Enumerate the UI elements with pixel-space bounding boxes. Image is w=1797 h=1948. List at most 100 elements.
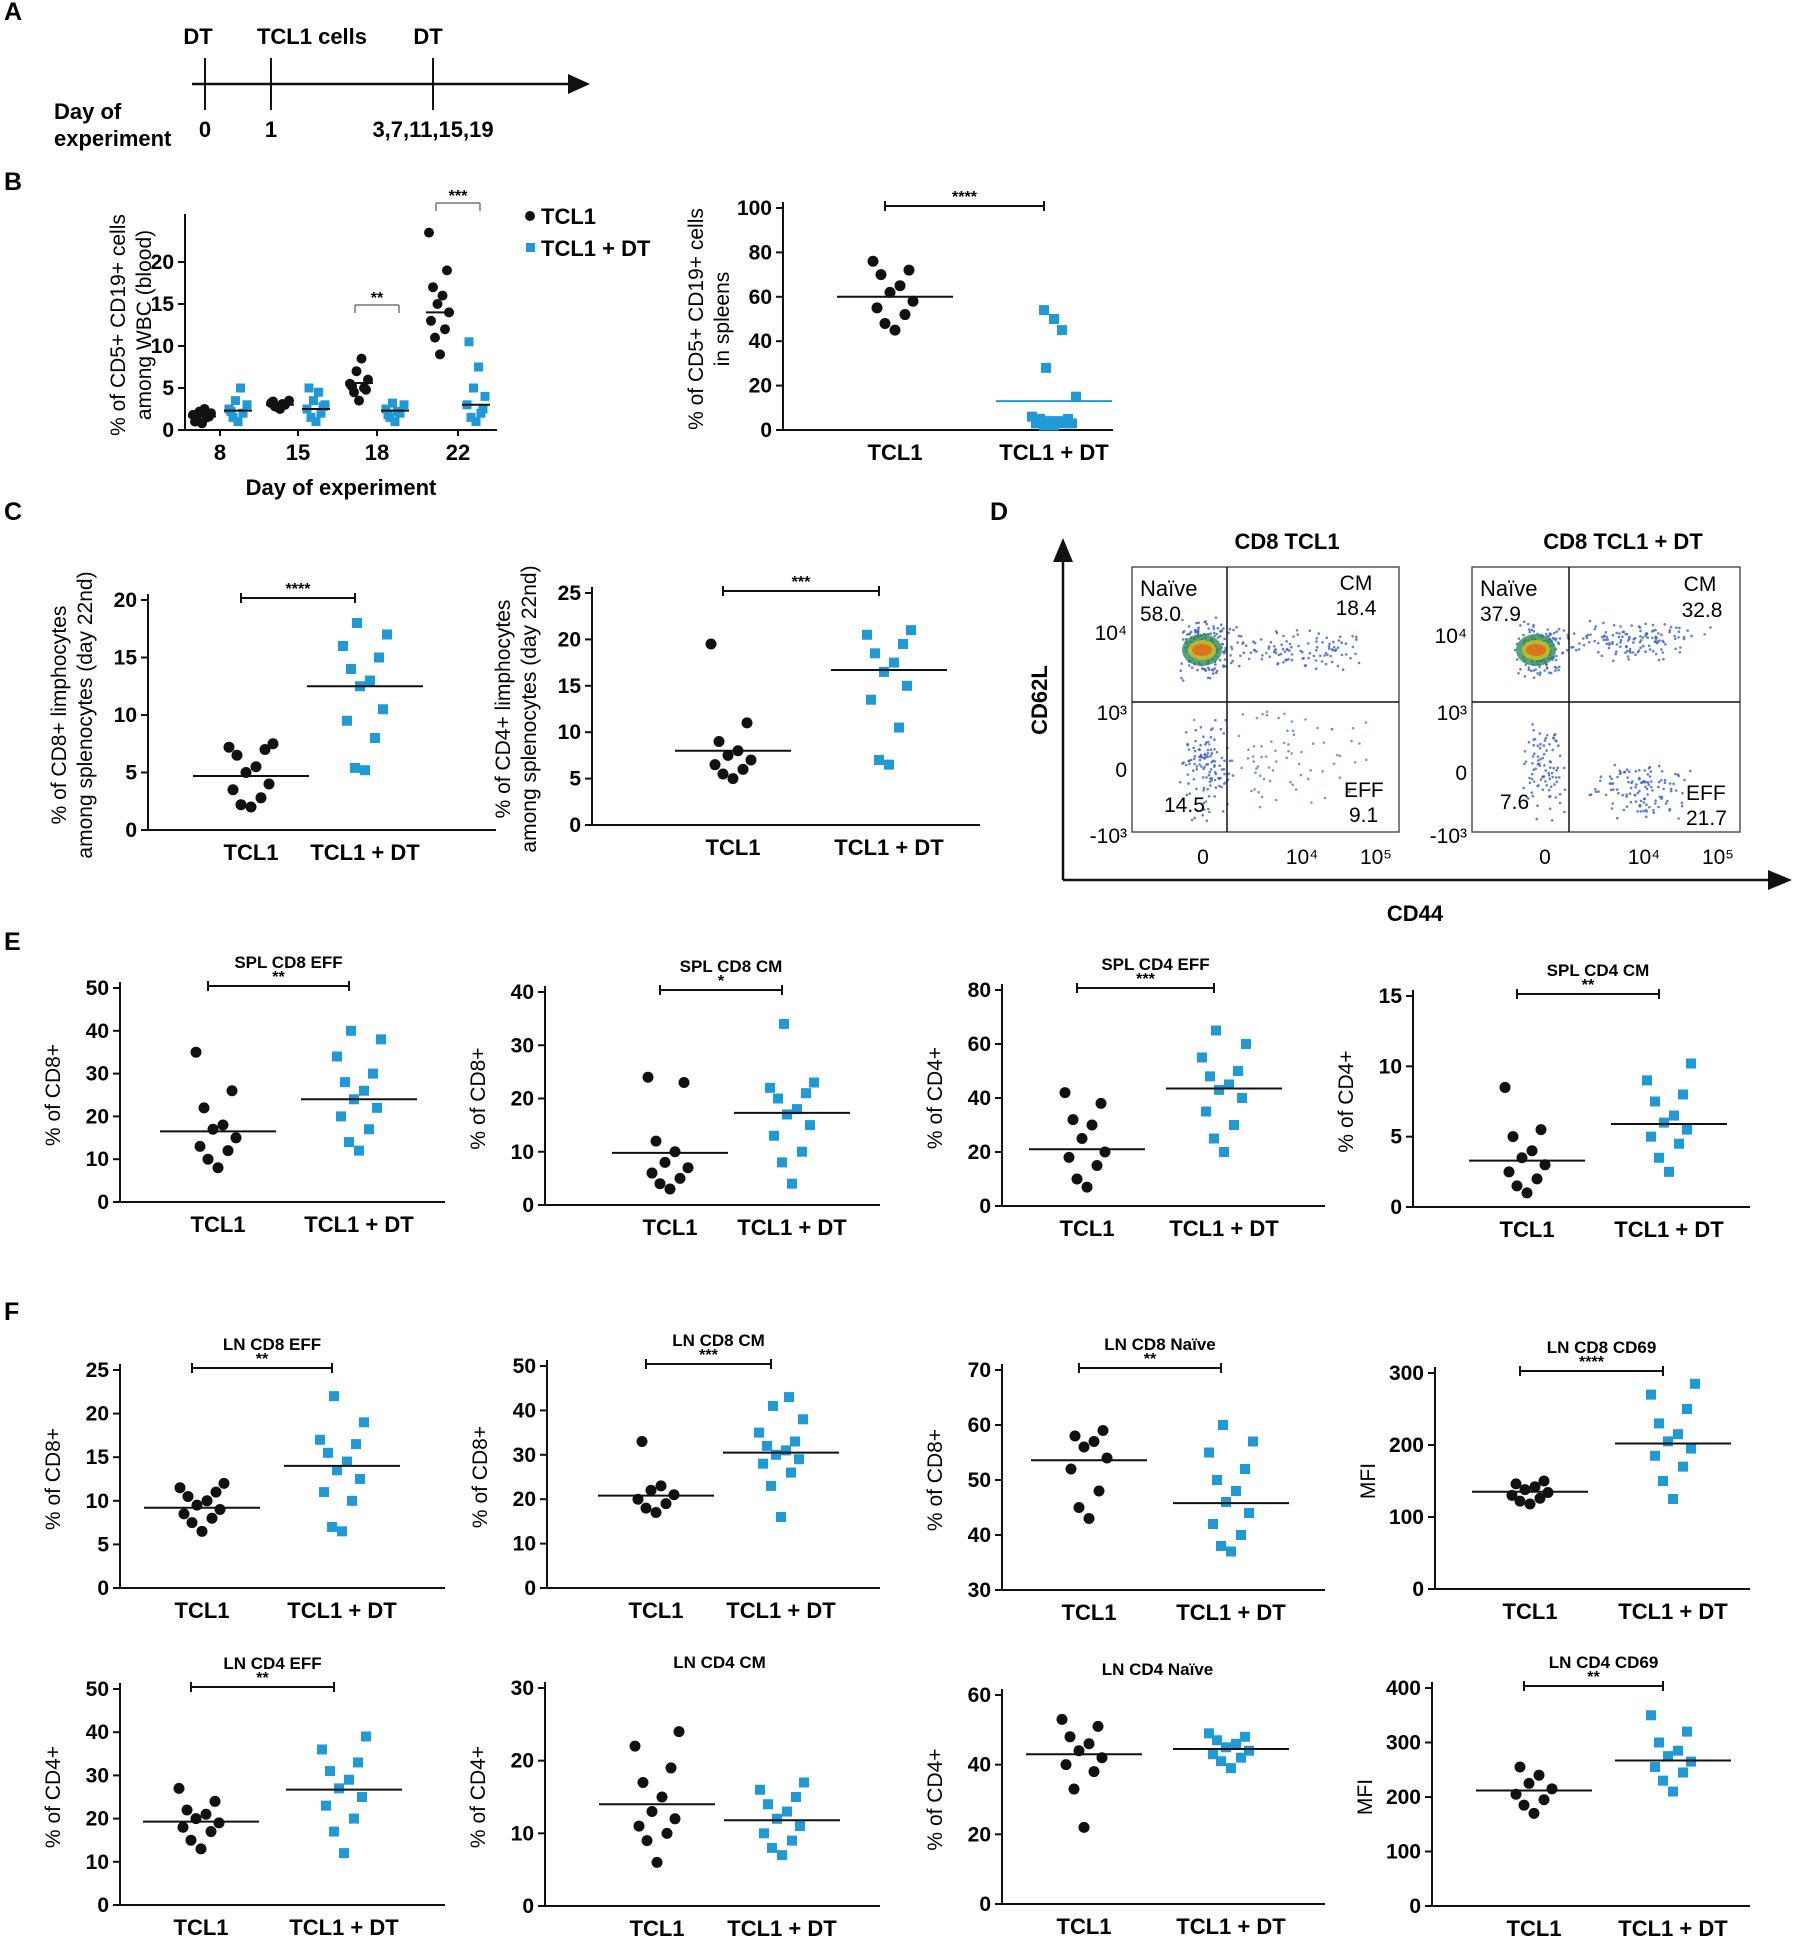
data-point-tcl1 <box>884 286 896 298</box>
data-point-tcl1 <box>217 1119 229 1131</box>
flow-event-dot <box>1668 782 1672 785</box>
flow-event-dot <box>1332 762 1336 766</box>
data-point-tcl1-dt <box>339 1848 349 1859</box>
data-point-tcl1-dt <box>344 1774 354 1785</box>
timeline-axis-label-line2: experiment <box>54 126 172 151</box>
flow-event-dot <box>1660 797 1663 800</box>
data-point-tcl1 <box>633 1820 645 1832</box>
flow-event-dot <box>1611 659 1615 663</box>
flow-event-dot <box>1211 672 1215 675</box>
flow-event-dot <box>1185 793 1189 797</box>
flow-event-dot <box>1255 767 1258 770</box>
data-point-tcl1-dt <box>354 1145 364 1156</box>
flow-event-dot <box>1544 632 1548 636</box>
data-point-tcl1-dt <box>334 1783 344 1794</box>
data-point-tcl1 <box>231 749 243 761</box>
y-axis-label: MFI <box>1354 1779 1377 1815</box>
flow-event-dot <box>1626 776 1629 779</box>
flow-event-dot <box>1522 786 1525 790</box>
data-point-tcl1-dt <box>347 1495 357 1506</box>
flow-event-dot <box>1351 726 1355 730</box>
flow-event-dot <box>1182 638 1185 641</box>
data-point-tcl1-dt <box>1682 1404 1692 1414</box>
data-point-tcl1 <box>1065 1463 1077 1475</box>
flow-event-dot <box>1208 770 1212 774</box>
data-point-tcl1-dt <box>898 639 908 650</box>
data-point-tcl1-dt <box>351 1439 361 1450</box>
flow-panel: CD62L CD44 CD8 TCL1 Naïve 58.0 CM 18.4 1… <box>1027 529 1792 926</box>
flow-event-dot <box>1274 749 1277 753</box>
data-point-tcl1 <box>173 1782 185 1794</box>
flow-event-dot <box>1619 638 1623 642</box>
y-axis-label: % of CD4+ <box>924 1748 947 1850</box>
flow-event-dot <box>1544 769 1547 772</box>
flow-event-dot <box>1570 646 1573 649</box>
flow-event-dot <box>1218 784 1221 788</box>
data-point-tcl1 <box>674 1172 686 1184</box>
y-tick-label: 400 <box>1386 1677 1421 1700</box>
flow-event-dot <box>1311 742 1315 745</box>
data-point-tcl1-dt <box>762 1440 772 1451</box>
flow-event-dot <box>1642 801 1646 804</box>
flow-event-dot <box>1628 635 1631 639</box>
flow-event-dot <box>1553 733 1556 737</box>
flow-event-dot <box>1547 771 1550 775</box>
y-tick-label: 20 <box>511 1750 534 1773</box>
flow-event-dot <box>1193 816 1196 820</box>
flow-event-dot <box>1195 768 1199 771</box>
flow-event-dot <box>1211 759 1215 763</box>
flow-cm-label: CM <box>1340 572 1373 595</box>
flow-event-dot <box>1646 781 1650 784</box>
data-point-tcl1-dt <box>238 408 248 418</box>
data-point-tcl1 <box>426 315 436 326</box>
flow-event-dot <box>1639 635 1642 638</box>
data-point-tcl1-dt <box>1212 1735 1222 1746</box>
flow-event-dot <box>1554 669 1557 672</box>
flow-event-dot <box>1224 665 1227 668</box>
data-point-tcl1-dt <box>1654 1737 1664 1748</box>
flow-event-dot <box>1265 651 1268 655</box>
flow-event-dot <box>1285 756 1288 760</box>
chart-title: LN CD8 CD69 <box>1547 1338 1657 1357</box>
data-point-tcl1 <box>1083 1513 1095 1524</box>
flow-event-dot <box>1282 634 1285 638</box>
flow-event-dot <box>1247 657 1251 661</box>
data-point-tcl1 <box>1059 1087 1071 1099</box>
flow-event-dot <box>1626 655 1630 658</box>
significance-stars: ** <box>272 969 285 986</box>
flow-event-dot <box>1558 801 1562 805</box>
y-tick-label: 80 <box>749 241 772 264</box>
flow-event-dot <box>1282 741 1286 745</box>
flow-event-dot <box>1523 762 1526 766</box>
flow-event-dot <box>1531 794 1535 798</box>
flow-event-dot <box>1213 748 1216 751</box>
flow-event-dot <box>1555 739 1558 743</box>
flow-event-dot <box>1230 645 1233 649</box>
flow-event-dot <box>1321 770 1324 773</box>
data-point-tcl1 <box>1056 1713 1068 1725</box>
data-point-tcl1 <box>1083 1738 1095 1750</box>
flow-event-dot <box>1292 733 1296 736</box>
flow-event-dot <box>1178 781 1182 784</box>
flow-event-dot <box>1600 635 1604 639</box>
data-point-tcl1 <box>1511 1180 1523 1192</box>
flow-event-dot <box>1545 663 1548 666</box>
chart-ln-cd8-eff: 0 5 10 15 20 25 TCL1 TCL1 + DT % of CD8+ LN CD8 E… <box>42 1335 445 1623</box>
data-point-tcl1-dt <box>758 1458 768 1469</box>
chart-title: LN CD4 CD69 <box>1549 1653 1659 1672</box>
data-point-tcl1-dt <box>349 1813 359 1824</box>
flow-event-dot <box>1193 762 1196 766</box>
data-point-tcl1 <box>198 1102 210 1114</box>
data-point-tcl1-dt <box>359 1085 369 1096</box>
y-tick-label: 15 <box>86 1446 110 1469</box>
flow-event-dot <box>1542 752 1546 756</box>
data-point-tcl1 <box>186 1517 198 1529</box>
flow-event-dot <box>1193 749 1197 753</box>
flow-event-dot <box>1645 787 1649 791</box>
flow-event-dot <box>1609 788 1613 792</box>
flow-x-tick: 10⁵ <box>1702 846 1734 869</box>
data-point-tcl1 <box>178 1508 190 1520</box>
data-point-tcl1 <box>200 1808 212 1820</box>
flow-plot-title: CD8 TCL1 + DT <box>1543 529 1703 554</box>
flow-event-dot <box>1253 648 1256 652</box>
